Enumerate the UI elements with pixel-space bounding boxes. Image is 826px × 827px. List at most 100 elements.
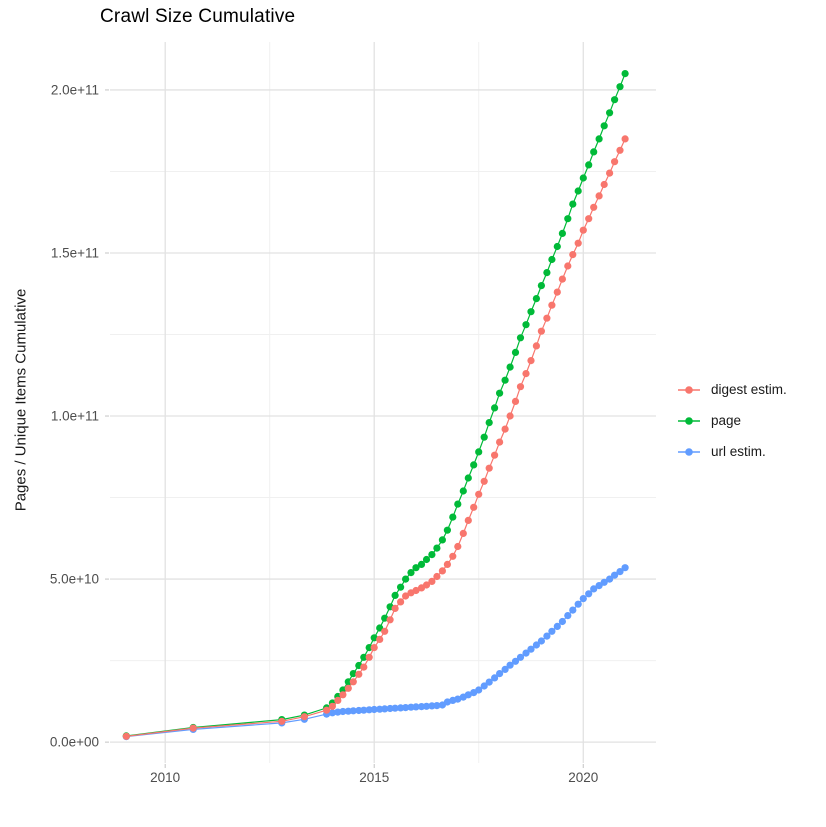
- data-point-url-estim: [579, 595, 587, 603]
- data-point-page: [491, 404, 499, 412]
- data-point-page: [574, 187, 582, 195]
- data-point-digest-estim: [122, 732, 130, 740]
- data-point-url-estim: [574, 600, 582, 608]
- data-point-digest-estim: [422, 581, 431, 589]
- x-tick-label: 2020: [568, 770, 598, 785]
- legend-key-dot: [685, 385, 693, 394]
- data-point-digest-estim: [300, 713, 308, 721]
- legend: digest estim. page url estim.: [676, 374, 787, 467]
- data-point-digest-estim: [496, 438, 504, 446]
- data-point-digest-estim: [381, 627, 389, 635]
- chart-title: Crawl Size Cumulative: [100, 6, 296, 27]
- data-point-page: [522, 321, 530, 329]
- data-point-digest-estim: [278, 717, 286, 725]
- data-point-page: [532, 295, 541, 303]
- data-point-digest-estim: [611, 158, 619, 166]
- data-point-page: [480, 433, 488, 441]
- data-point-digest-estim: [438, 567, 446, 575]
- axis-ticks: [105, 89, 584, 768]
- data-point-url-estim: [606, 575, 614, 583]
- data-point-url-estim: [611, 571, 619, 579]
- data-point-digest-estim: [459, 529, 467, 538]
- data-point-digest-estim: [616, 146, 624, 154]
- data-point-url-estim: [360, 706, 368, 714]
- data-point-digest-estim: [553, 288, 561, 296]
- data-point-page: [564, 215, 572, 223]
- data-point-page: [501, 376, 509, 384]
- data-point-digest-estim: [475, 490, 483, 498]
- data-point-page: [407, 569, 415, 577]
- data-point-url-estim: [422, 702, 431, 710]
- data-point-page: [537, 282, 546, 290]
- data-point-url-estim: [485, 678, 493, 686]
- data-point-url-estim: [475, 686, 483, 694]
- data-point-url-estim: [537, 637, 546, 645]
- y-tick-label: 0.0e+00: [50, 735, 99, 750]
- data-point-url-estim: [564, 612, 572, 620]
- data-point-page: [365, 644, 373, 652]
- y-tick-label: 2.0e+11: [51, 82, 99, 97]
- data-point-page: [511, 348, 520, 356]
- data-point-page: [506, 363, 514, 371]
- data-point-digest-estim: [454, 542, 462, 551]
- data-point-page: [475, 448, 483, 456]
- data-point-url-estim: [370, 705, 378, 714]
- data-point-digest-estim: [360, 663, 368, 671]
- data-point-url-estim: [621, 564, 629, 572]
- data-point-page: [433, 544, 441, 552]
- data-point-url-estim: [402, 704, 410, 712]
- data-point-page: [606, 109, 614, 117]
- data-point-page: [621, 70, 629, 78]
- data-point-digest-estim: [386, 616, 394, 624]
- data-point-digest-estim: [397, 598, 405, 606]
- data-point-url-estim: [339, 707, 347, 716]
- data-point-url-estim: [532, 641, 541, 649]
- data-point-page: [516, 334, 525, 342]
- data-point-digest-estim: [511, 397, 520, 405]
- data-point-url-estim: [412, 703, 420, 711]
- data-point-page: [391, 591, 399, 600]
- data-point-digest-estim: [189, 724, 197, 732]
- data-point-digest-estim: [428, 577, 436, 586]
- data-point-digest-estim: [323, 706, 331, 714]
- data-point-digest-estim: [376, 635, 384, 644]
- series-digest-estim: [122, 135, 629, 740]
- data-point-page: [417, 560, 426, 569]
- data-point-page: [459, 487, 467, 495]
- data-point-digest-estim: [470, 503, 478, 511]
- data-point-digest-estim: [527, 357, 535, 365]
- data-point-url-estim: [433, 702, 441, 710]
- legend-key-dot: [685, 447, 693, 456]
- data-point-page: [464, 474, 472, 482]
- data-point-url-estim: [496, 670, 504, 678]
- data-point-url-estim: [480, 682, 488, 690]
- data-point-page: [600, 122, 608, 130]
- data-point-page: [527, 308, 535, 316]
- legend-item-page: page: [676, 405, 787, 436]
- data-point-digest-estim: [412, 586, 420, 595]
- data-point-url-estim: [522, 649, 530, 657]
- data-point-page: [496, 389, 504, 397]
- data-point-digest-estim: [339, 691, 347, 699]
- legend-key-icon: [678, 385, 700, 394]
- data-point-url-estim: [443, 698, 451, 706]
- data-point-url-estim: [595, 582, 603, 590]
- data-point-digest-estim: [355, 670, 363, 678]
- data-point-digest-estim: [537, 327, 546, 335]
- data-point-digest-estim: [349, 678, 357, 686]
- y-tick-label: 1.5e+11: [51, 245, 99, 260]
- data-point-url-estim: [464, 691, 472, 699]
- x-tick-label: 2010: [150, 770, 180, 785]
- data-point-digest-estim: [506, 412, 514, 420]
- y-tick-label: 1.0e+11: [51, 409, 99, 424]
- data-point-page: [428, 551, 436, 559]
- y-tick-label: 5.0e+10: [50, 572, 99, 587]
- data-point-digest-estim: [548, 301, 556, 309]
- data-point-digest-estim: [334, 696, 342, 705]
- data-point-url-estim: [381, 705, 389, 713]
- y-axis-title: Pages / Unique Items Cumulative: [12, 288, 30, 512]
- data-point-digest-estim: [574, 239, 582, 247]
- data-point-page: [360, 653, 368, 661]
